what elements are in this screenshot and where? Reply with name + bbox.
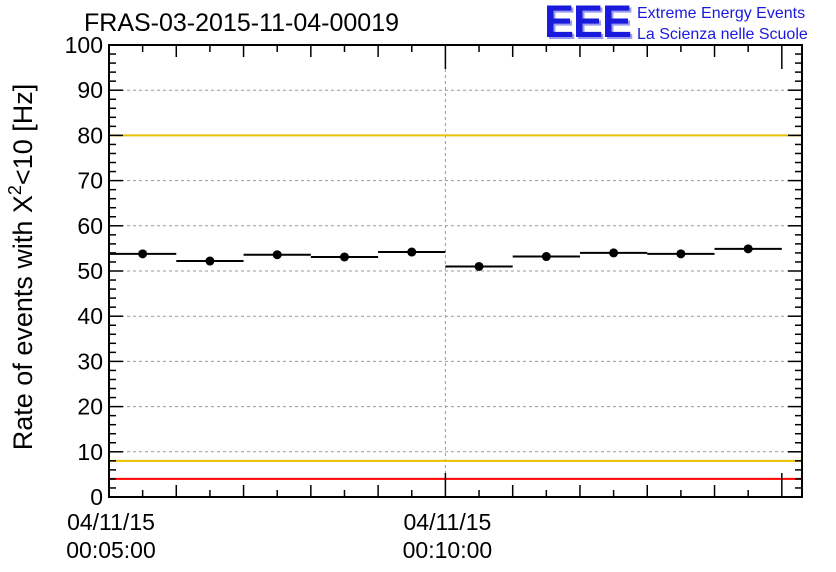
y-tick-label-2: 20 [77,394,103,420]
logo-line-1: Extreme Energy Events [637,5,806,22]
y-axis-title-post: <10 [Hz] [8,84,38,185]
y-tick-label-5: 50 [77,258,103,284]
x-tick-date-1: 04/11/15 [403,509,491,535]
y-tick-label-0: 0 [90,484,103,510]
y-axis-title: Rate of events with X2<10 [Hz] [5,84,38,450]
data-point-5 [474,261,484,271]
data-point-4 [407,247,417,257]
chart-title: FRAS-03-2015-11-04-00019 [84,9,400,37]
data-point-6 [541,252,551,262]
x-tick-time-0: 00:05:00 [66,537,156,563]
y-tick-label-7: 70 [77,168,103,194]
eee-logo: EEE Extreme Energy Events La Scienza nel… [544,0,834,47]
data-point-1 [205,256,215,266]
y-tick-label-9: 90 [77,77,103,103]
x-tick-time-1: 00:10:00 [403,537,493,563]
y-axis-title-sup: 2 [5,185,25,195]
y-axis-title-main: Rate of events with X [8,195,38,450]
logo-line-2: La Scienza nelle Scuole [637,26,808,43]
data-point-2 [272,250,282,260]
data-point-0 [138,249,148,259]
data-point-8 [676,249,686,259]
y-tick-label-4: 40 [77,303,103,329]
data-point-9 [743,244,753,254]
y-tick-label-8: 80 [77,122,103,148]
y-tick-label-3: 30 [77,348,103,374]
logo-mark: EEE [544,0,632,47]
y-tick-label-6: 60 [77,213,103,239]
y-tick-label-1: 10 [77,439,103,465]
data-point-3 [339,252,349,262]
y-tick-label-10: 100 [65,32,103,58]
data-point-7 [609,248,619,258]
x-tick-date-0: 04/11/15 [67,509,155,535]
